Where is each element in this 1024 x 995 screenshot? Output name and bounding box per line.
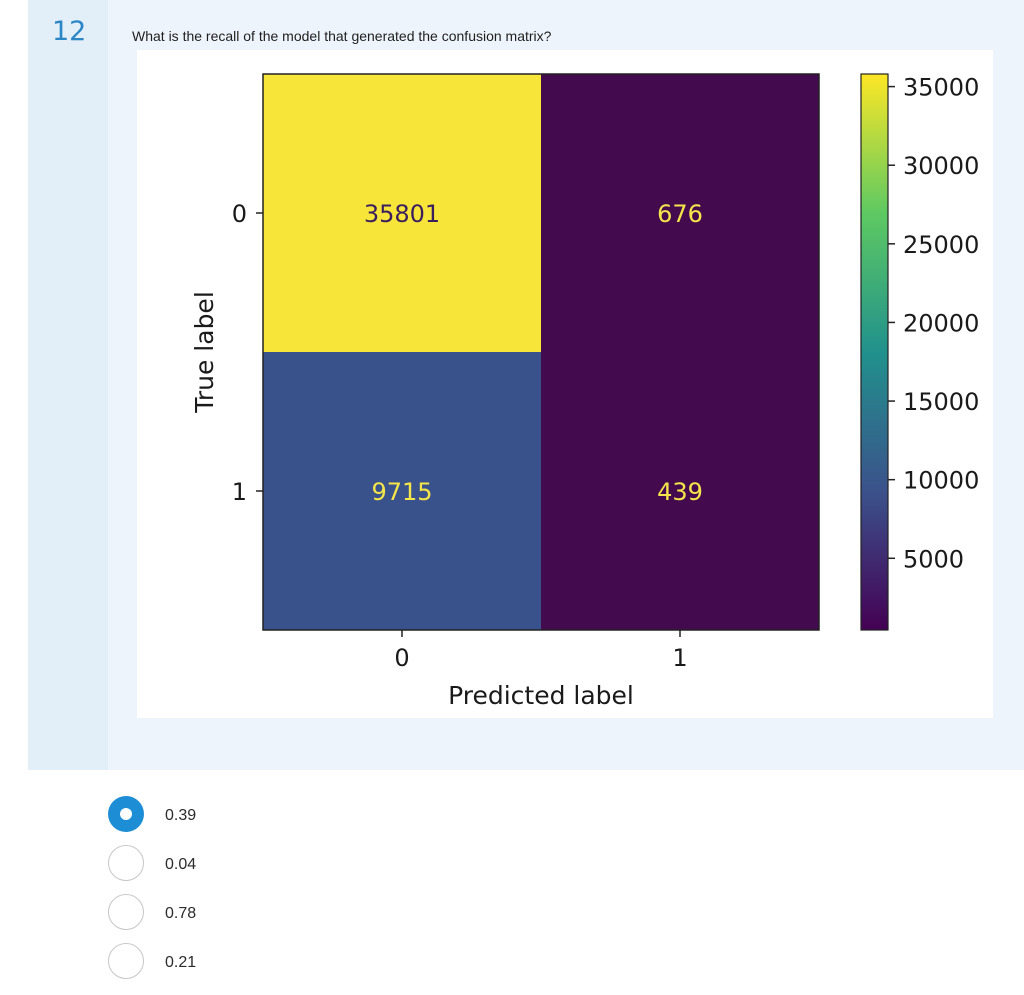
answer-label: 0.78 xyxy=(165,905,197,922)
colorbar xyxy=(860,73,889,631)
question-text: What is the recall of the model that gen… xyxy=(132,28,552,44)
x-axis-label: Predicted label xyxy=(448,681,634,710)
colorbar-tick-label: 5000 xyxy=(903,545,964,573)
radio-button[interactable] xyxy=(108,796,144,832)
answer-option-3[interactable]: 0.78 xyxy=(108,894,408,936)
confusion-matrix-figure: 35801 676 9715 439 0 1 0 1 Predicted label True l… xyxy=(137,50,993,718)
radio-button[interactable] xyxy=(108,894,144,930)
y-axis-label: True label xyxy=(190,291,219,414)
answer-label: 0.39 xyxy=(165,807,197,824)
plot-frame xyxy=(262,73,820,631)
matrix-cell xyxy=(263,352,541,630)
cell-value-label: 676 xyxy=(657,200,703,228)
colorbar-tick-label: 10000 xyxy=(903,467,979,495)
question-number: 12 xyxy=(52,16,87,47)
confusion-matrix-chart: 35801 676 9715 439 0 1 0 1 Predicted label True l… xyxy=(190,73,979,710)
answer-label: 0.04 xyxy=(165,856,197,873)
colorbar-tick-label: 20000 xyxy=(903,309,979,337)
radio-button[interactable] xyxy=(108,845,144,881)
colorbar-tick-label: 15000 xyxy=(903,388,979,416)
y-tick-label: 1 xyxy=(232,478,247,506)
matrix-cell xyxy=(541,352,819,630)
answer-option-2[interactable]: 0.04 xyxy=(108,845,408,887)
colorbar-tick-label: 35000 xyxy=(903,74,979,102)
y-tick-label: 0 xyxy=(232,200,247,228)
cell-value-label: 439 xyxy=(657,478,703,506)
answer-option-4[interactable]: 0.21 xyxy=(108,943,408,985)
cell-value-label: 35801 xyxy=(364,200,440,228)
radio-button[interactable] xyxy=(108,943,144,979)
colorbar-tick-label: 30000 xyxy=(903,152,979,180)
question-card: 12 What is the recall of the model that … xyxy=(28,0,1024,770)
x-tick-label: 0 xyxy=(394,644,409,672)
colorbar-tick-label: 25000 xyxy=(903,231,979,259)
question-number-column: 12 xyxy=(28,0,108,770)
matrix-cell xyxy=(541,74,819,352)
cell-value-label: 9715 xyxy=(371,478,432,506)
answer-option-1[interactable]: 0.39 xyxy=(108,796,408,838)
matrix-cell xyxy=(263,74,541,352)
answer-label: 0.21 xyxy=(165,954,197,971)
x-tick-label: 1 xyxy=(672,644,687,672)
